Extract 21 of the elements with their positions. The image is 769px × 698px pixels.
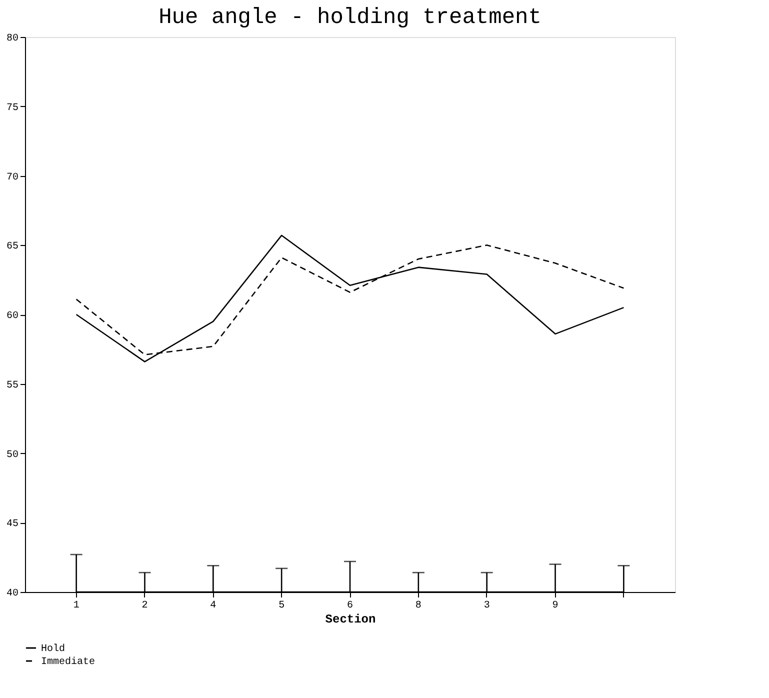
- y-tick-label: 80: [6, 34, 18, 44]
- y-tick-label: 45: [6, 519, 18, 530]
- x-tick-label: 8: [415, 600, 422, 612]
- y-tick-label: 70: [6, 172, 18, 184]
- legend-label: Hold: [41, 643, 66, 655]
- y-tick-label: 50: [6, 450, 18, 461]
- x-tick-label: 1: [73, 600, 80, 612]
- legend-label: Immediate: [41, 656, 96, 668]
- x-tick-label: 2: [142, 600, 148, 612]
- chart-title: Hue angle - holding treatment: [158, 5, 542, 30]
- y-tick-label: 40: [6, 588, 18, 600]
- x-tick-label: 5: [278, 600, 285, 612]
- x-axis-title: Section: [325, 612, 376, 626]
- x-tick-label: 9: [552, 600, 558, 612]
- x-tick-label: 6: [346, 600, 354, 612]
- y-tick-label: 55: [6, 380, 18, 392]
- y-tick-label: 60: [6, 311, 18, 322]
- x-tick-label: 3: [484, 600, 490, 612]
- x-tick-label: 4: [210, 600, 216, 612]
- y-tick-label: 75: [6, 102, 18, 114]
- y-tick-label: 65: [6, 242, 18, 253]
